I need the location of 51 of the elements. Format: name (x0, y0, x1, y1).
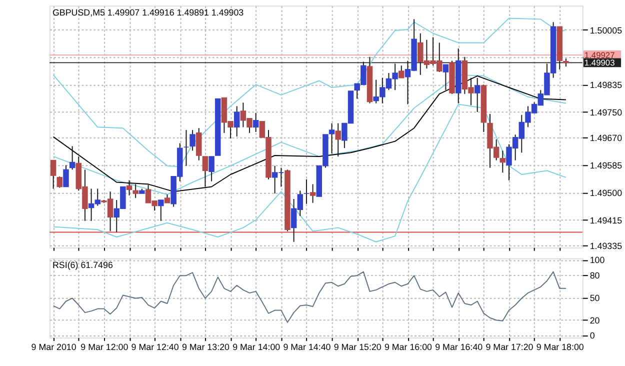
x-tick-label: 9 Mar 17:20 (486, 342, 534, 352)
x-tick-label: 9 Mar 12:00 (80, 342, 128, 352)
candlestick (56, 176, 63, 188)
ref-line-label: 1.49927 (584, 50, 616, 60)
line-series (52, 18, 566, 168)
candlestick (190, 130, 196, 152)
x-tick-label: 9 Mar 16:00 (384, 342, 432, 352)
candlestick (196, 128, 202, 161)
chart-title: GBPUSD,M5 1.49907 1.49916 1.49891 1.49903 (52, 8, 244, 18)
x-tick-label: 9 Mar 14:00 (232, 342, 280, 352)
x-tick-label: 9 Mar 12:40 (131, 342, 179, 352)
candlestick (304, 178, 310, 204)
line-series (52, 271, 566, 323)
x-tick-label: 9 Mar 18:00 (536, 342, 584, 352)
candlestick (500, 150, 506, 174)
line-series (52, 104, 566, 242)
candlestick (126, 180, 132, 196)
y-tick-label: 1.49670 (590, 133, 622, 144)
candlestick (63, 164, 69, 188)
candlestick (252, 112, 259, 132)
y-tick-label: 1.50005 (590, 25, 622, 36)
y-tick-label: 1.49835 (590, 80, 622, 90)
x-tick-label: 9 Mar 13:20 (182, 342, 230, 352)
y-tick-label: 1.49585 (590, 160, 622, 171)
y-tick-label: 50 (590, 292, 600, 303)
candlestick (132, 184, 138, 199)
candlestick (335, 122, 341, 157)
x-tick-label: 9 Mar 15:20 (334, 342, 382, 352)
y-tick-label: 1.49750 (590, 107, 622, 118)
x-tick-label: 9 Mar 14:40 (283, 342, 331, 352)
candlestick (183, 130, 190, 166)
candlestick (208, 156, 214, 182)
y-tick-label: 20 (590, 316, 600, 326)
candlestick (158, 199, 164, 222)
y-tick-label: 1.49335 (590, 241, 622, 252)
y-tick-label: 80 (590, 270, 600, 280)
y-tick-label: 0 (590, 330, 595, 341)
chart-title: RSI(6) 61.7496 (52, 260, 113, 270)
candlestick (69, 146, 76, 170)
ref-line-label: 1.49903 (584, 58, 616, 68)
x-tick-label: 9 Mar 16:40 (435, 342, 483, 352)
candlestick (474, 77, 480, 112)
y-tick-label: 1.49500 (590, 188, 622, 198)
candlestick (202, 156, 208, 188)
candlestick (234, 106, 240, 137)
x-tick-label: 9 Mar 2010 (31, 342, 76, 352)
candlestick (398, 65, 404, 78)
candlestick (310, 184, 316, 204)
y-tick-label: 1.49415 (590, 215, 622, 226)
candlestick (50, 160, 56, 190)
y-tick-label: 100 (590, 255, 605, 266)
